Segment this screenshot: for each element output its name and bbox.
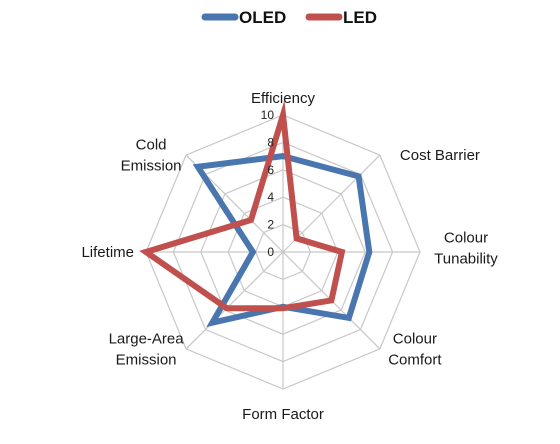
- axis-label-cost-barrier: Cost Barrier: [400, 147, 480, 164]
- tick-label-10: 10: [261, 108, 275, 122]
- series-led-line: [139, 100, 346, 312]
- radial-tick-labels: 0 2 4 6 8 10: [261, 108, 275, 259]
- tick-label-8: 8: [267, 135, 274, 149]
- axis-label-form-factor: Form Factor: [242, 406, 324, 423]
- axis-label-cold-emission: Cold Emission: [121, 137, 182, 175]
- series-layer: [139, 100, 373, 328]
- axis-labels: Efficiency Cost Barrier Colour Tunability Co…: [81, 90, 498, 423]
- tick-label-0: 0: [267, 245, 274, 259]
- legend-label-led: LED: [343, 8, 377, 27]
- legend: OLED LED: [201, 8, 377, 27]
- radar-grid: [145, 114, 421, 390]
- tick-label-2: 2: [267, 218, 274, 232]
- axis-label-large-area-emission: Large-Area Emission: [109, 330, 185, 368]
- axis-label-efficiency: Efficiency: [251, 90, 315, 107]
- axis-label-colour-tunability: Colour Tunability: [434, 230, 498, 268]
- grid-spoke-5: [185, 251, 284, 350]
- tick-label-4: 4: [267, 190, 274, 204]
- axis-label-lifetime: Lifetime: [81, 244, 134, 261]
- axis-label-colour-comfort: Colour Comfort: [388, 330, 442, 368]
- legend-label-oled: OLED: [239, 8, 286, 27]
- tick-label-6: 6: [267, 163, 274, 177]
